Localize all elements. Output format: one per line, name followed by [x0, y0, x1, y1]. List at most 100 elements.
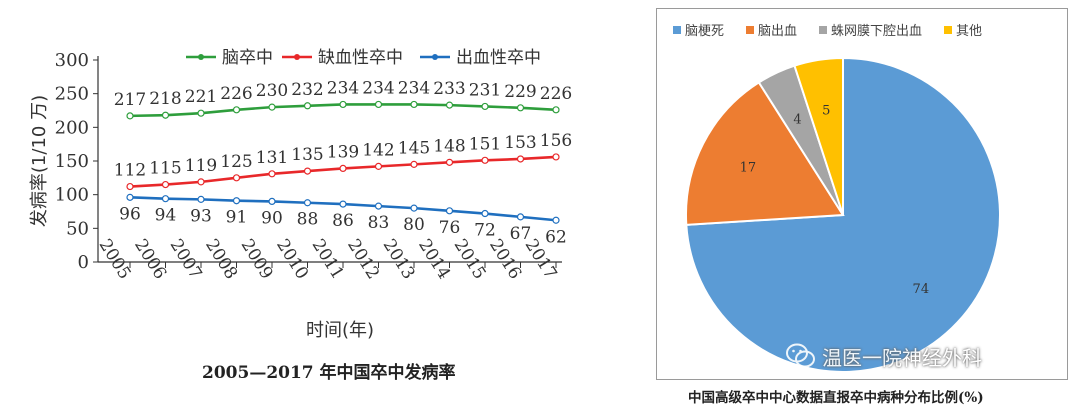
- legend-label: 缺血性卒中: [318, 48, 403, 68]
- x-axis-label: 时间(年): [306, 320, 374, 341]
- pie-slice: [685, 81, 845, 226]
- data-label: 232: [291, 80, 323, 100]
- pie-slice-label: 5: [822, 104, 830, 119]
- data-label: 119: [185, 156, 217, 176]
- data-label: 131: [256, 148, 288, 168]
- data-label: 234: [327, 78, 359, 98]
- data-label: 230: [256, 81, 288, 101]
- data-point: [410, 100, 418, 109]
- data-label: 91: [226, 208, 248, 228]
- y-tick-label: 150: [55, 151, 89, 172]
- data-label: 125: [220, 152, 252, 172]
- pie-slice-label: 74: [913, 282, 930, 297]
- legend-label: 脑卒中: [222, 48, 273, 68]
- pie-slice: [793, 56, 844, 216]
- data-label: 221: [185, 87, 217, 107]
- data-label: 226: [540, 84, 572, 104]
- data-label: 226: [220, 84, 252, 104]
- pie-slice-label: 4: [793, 112, 801, 127]
- data-point: [374, 202, 383, 210]
- pie-chart: 脑梗死 脑出血 蛛网膜下腔出血 其他 74 17 4 5: [673, 24, 1001, 373]
- x-tick-label: 2007: [166, 236, 206, 283]
- data-label: 139: [327, 142, 359, 162]
- data-label: 153: [504, 133, 536, 153]
- legend-marker: [432, 54, 438, 60]
- data-point: [339, 164, 347, 173]
- data-label: 86: [332, 211, 354, 231]
- data-point: [516, 155, 525, 163]
- data-label: 94: [155, 206, 177, 226]
- data-point: [232, 174, 241, 182]
- data-point: [374, 100, 383, 109]
- data-label: 67: [510, 224, 532, 244]
- watermark-text: 温医一院神经外科: [822, 345, 982, 370]
- data-point: [481, 156, 489, 164]
- legend-label: 其他: [956, 24, 982, 39]
- legend-marker: [198, 54, 204, 60]
- data-point: [232, 106, 241, 114]
- data-point: [268, 170, 276, 178]
- data-label: 115: [149, 159, 181, 179]
- x-tick-label: 2010: [272, 236, 312, 283]
- data-label: 76: [439, 218, 461, 238]
- legend-swatch: [944, 26, 952, 34]
- x-tick-label: 2015: [450, 236, 490, 283]
- watermark: 温医一院神经外科: [786, 338, 982, 374]
- data-point: [339, 100, 347, 109]
- legend-label: 出血性卒中: [456, 48, 541, 68]
- data-label: 93: [190, 206, 212, 226]
- x-tick-label: 2008: [201, 236, 241, 283]
- data-point: [552, 153, 560, 161]
- x-tick-label: 2006: [130, 236, 170, 283]
- data-point: [161, 195, 170, 203]
- data-label: 83: [368, 213, 390, 233]
- x-tick-label: 2012: [343, 236, 383, 283]
- pie-slice-label: 17: [740, 161, 757, 176]
- data-point: [410, 160, 418, 168]
- line-chart: 0501001502002503002005200620072008200920…: [29, 48, 572, 341]
- data-label: 142: [362, 140, 394, 160]
- data-point: [161, 180, 170, 189]
- data-label: 72: [474, 221, 496, 241]
- data-point: [516, 104, 525, 112]
- wechat-icon: [786, 343, 815, 368]
- data-label: 217: [114, 90, 146, 110]
- y-tick-label: 300: [55, 50, 89, 71]
- data-point: [481, 209, 489, 218]
- pie-chart-frame: 脑梗死 脑出血 蛛网膜下腔出血 其他 74 17 4 5: [656, 8, 1068, 380]
- data-point: [445, 158, 454, 166]
- legend-swatch: [746, 26, 754, 34]
- data-point: [268, 197, 276, 205]
- data-point: [374, 162, 383, 170]
- data-point: [268, 103, 276, 111]
- data-point: [552, 106, 560, 114]
- data-label: 156: [540, 131, 572, 151]
- data-label: 88: [297, 210, 319, 230]
- y-tick-label: 50: [66, 218, 89, 239]
- y-tick-label: 0: [78, 252, 89, 273]
- data-point: [445, 101, 454, 109]
- data-point: [516, 213, 525, 221]
- data-label: 234: [398, 78, 430, 98]
- data-point: [126, 193, 134, 201]
- data-point: [161, 111, 170, 119]
- data-label: 135: [291, 145, 323, 165]
- legend-swatch: [673, 26, 681, 34]
- data-label: 233: [433, 79, 465, 99]
- data-label: 112: [114, 161, 146, 181]
- data-label: 229: [504, 82, 536, 102]
- data-label: 218: [149, 89, 181, 109]
- data-label: 62: [545, 227, 567, 247]
- data-point: [126, 112, 134, 120]
- y-tick-label: 100: [55, 185, 89, 206]
- data-point: [552, 216, 560, 224]
- data-point: [197, 109, 205, 117]
- x-tick-label: 2009: [237, 236, 277, 283]
- y-tick-label: 250: [55, 84, 89, 105]
- x-tick-label: 2013: [379, 236, 419, 283]
- data-label: 90: [261, 208, 283, 228]
- legend-swatch: [819, 26, 827, 34]
- data-point: [303, 167, 312, 175]
- data-point: [303, 102, 312, 110]
- data-point: [126, 182, 134, 191]
